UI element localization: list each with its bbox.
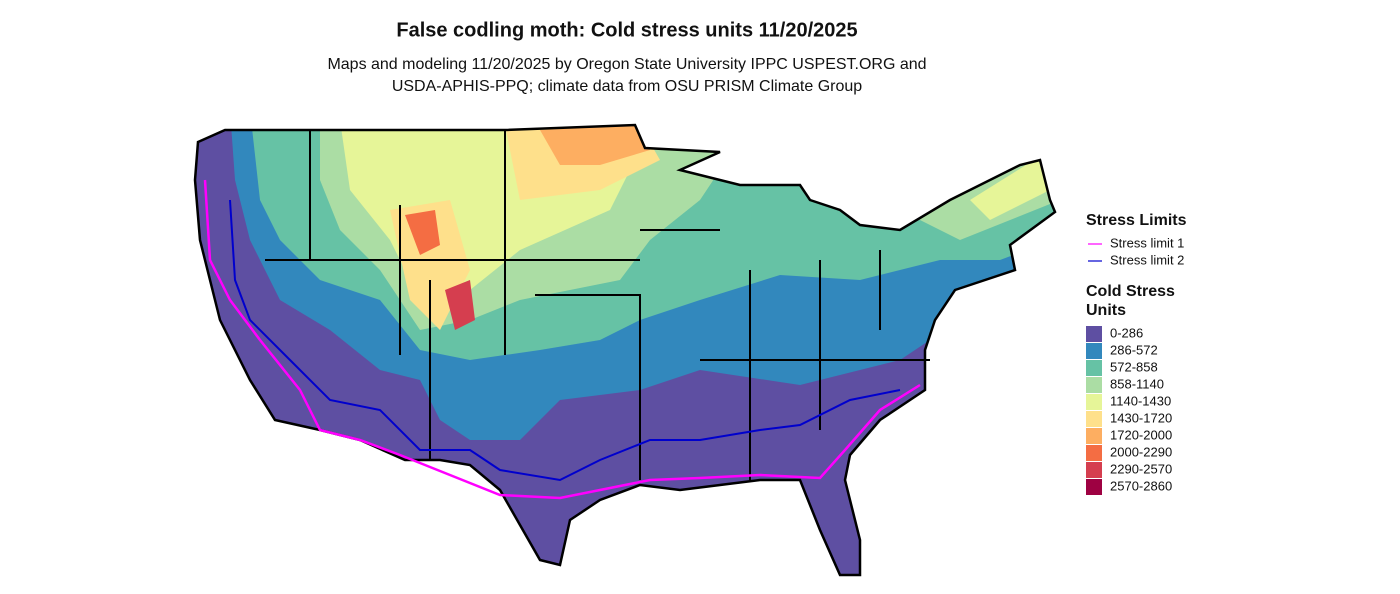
legend-label: 2290-2570 xyxy=(1110,461,1172,476)
map-subtitle: Maps and modeling 11/20/2025 by Oregon S… xyxy=(327,56,926,73)
legend-swatch xyxy=(1086,462,1102,478)
legend-swatch xyxy=(1086,428,1102,444)
legend-label: Stress limit 2 xyxy=(1110,252,1184,267)
legend-label: 2000-2290 xyxy=(1110,444,1172,459)
legend-label: 2570-2860 xyxy=(1110,478,1172,493)
legend-swatch xyxy=(1086,411,1102,427)
legend-label: 1430-1720 xyxy=(1110,410,1172,425)
map-title: False codling moth: Cold stress units 11… xyxy=(396,19,857,41)
state-lines xyxy=(265,130,930,480)
legend-title: Cold Stress xyxy=(1086,283,1175,300)
legend-label: 572-858 xyxy=(1110,359,1158,374)
legend-label: 1720-2000 xyxy=(1110,427,1172,442)
legend-swatch xyxy=(1086,326,1102,342)
legend-label: 1140-1430 xyxy=(1110,393,1171,408)
legend-swatch xyxy=(1086,343,1102,359)
legend-swatch xyxy=(1086,479,1102,495)
legend-title: Stress Limits xyxy=(1086,212,1187,229)
legend-label: 858-1140 xyxy=(1110,376,1164,391)
map-subtitle: USDA-APHIS-PPQ; climate data from OSU PR… xyxy=(392,78,862,95)
legend-label: 0-286 xyxy=(1110,325,1143,340)
legend-label: 286-572 xyxy=(1110,342,1158,357)
legend-label: Stress limit 1 xyxy=(1110,235,1184,250)
legend-swatch xyxy=(1086,445,1102,461)
legend: Stress Limits Stress limit 1 Stress limit … xyxy=(1086,212,1187,495)
legend-swatch xyxy=(1086,377,1102,393)
legend-title: Units xyxy=(1086,302,1126,319)
map-body xyxy=(195,125,1055,575)
legend-swatch xyxy=(1086,360,1102,376)
legend-swatch xyxy=(1086,394,1102,410)
